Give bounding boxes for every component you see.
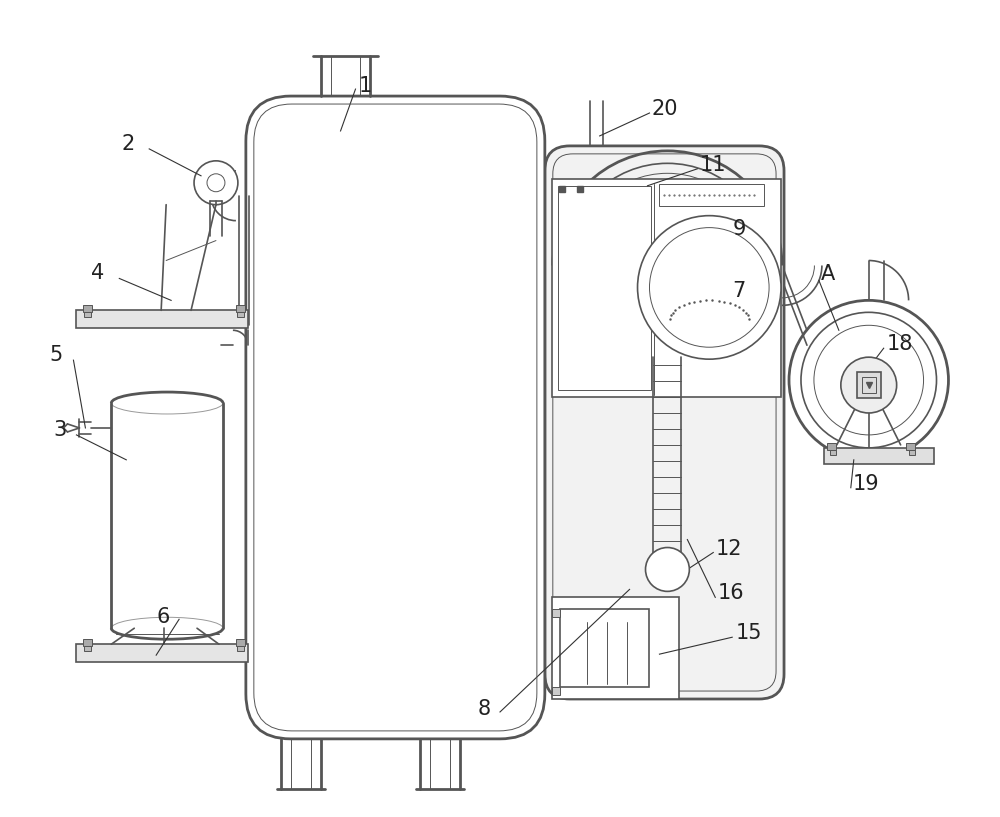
FancyBboxPatch shape xyxy=(246,96,545,739)
Bar xyxy=(659,184,764,206)
FancyBboxPatch shape xyxy=(545,146,784,699)
Bar xyxy=(236,306,245,312)
Bar xyxy=(84,312,91,317)
Bar xyxy=(909,450,915,455)
Circle shape xyxy=(841,357,897,413)
Circle shape xyxy=(646,547,689,592)
Bar xyxy=(83,306,92,312)
Bar xyxy=(83,639,92,646)
Bar xyxy=(906,443,915,450)
Text: 5: 5 xyxy=(50,345,63,365)
Text: 9: 9 xyxy=(732,219,746,239)
Text: 6: 6 xyxy=(156,607,170,627)
Text: 20: 20 xyxy=(651,99,678,119)
Text: 8: 8 xyxy=(478,699,491,719)
Circle shape xyxy=(789,301,948,460)
Text: 16: 16 xyxy=(717,583,744,604)
Bar xyxy=(830,450,836,455)
Circle shape xyxy=(194,161,238,205)
Bar xyxy=(552,597,679,699)
Circle shape xyxy=(207,174,225,192)
Bar xyxy=(237,646,244,651)
Bar xyxy=(552,179,781,397)
Text: 3: 3 xyxy=(54,420,67,440)
Bar xyxy=(558,185,651,390)
Text: 15: 15 xyxy=(735,623,762,643)
Text: 18: 18 xyxy=(887,334,913,355)
Text: 11: 11 xyxy=(699,155,726,175)
Text: 19: 19 xyxy=(853,474,879,493)
Bar xyxy=(552,609,560,618)
Bar xyxy=(76,644,248,662)
Bar xyxy=(76,310,248,328)
Circle shape xyxy=(801,312,937,448)
Bar xyxy=(824,448,934,464)
Bar xyxy=(560,609,649,687)
Circle shape xyxy=(638,216,781,359)
Bar xyxy=(862,377,876,393)
Bar xyxy=(236,639,245,646)
Text: 4: 4 xyxy=(91,263,105,283)
Text: 7: 7 xyxy=(732,281,745,301)
Text: 2: 2 xyxy=(121,134,135,154)
Text: 1: 1 xyxy=(358,76,372,96)
Text: A: A xyxy=(821,265,835,284)
Text: 12: 12 xyxy=(715,538,742,559)
Bar xyxy=(552,687,560,695)
Bar xyxy=(84,646,91,651)
Bar xyxy=(237,312,244,317)
Bar xyxy=(857,372,881,398)
Bar xyxy=(827,443,836,450)
